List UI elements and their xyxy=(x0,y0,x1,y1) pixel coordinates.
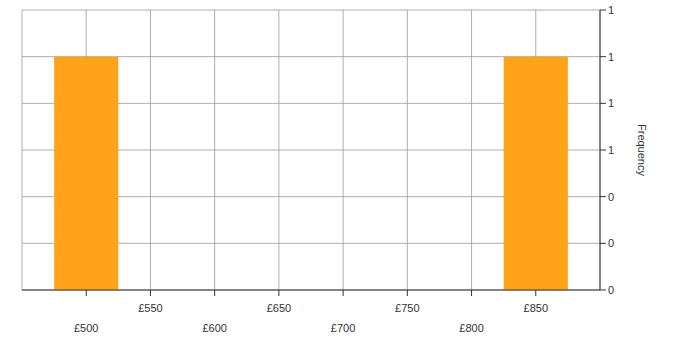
svg-text:0: 0 xyxy=(608,284,614,296)
svg-text:1: 1 xyxy=(608,97,614,109)
svg-text:£750: £750 xyxy=(395,302,419,314)
svg-text:1: 1 xyxy=(608,4,614,16)
svg-text:1: 1 xyxy=(608,144,614,156)
svg-text:£500: £500 xyxy=(74,322,98,334)
svg-text:0: 0 xyxy=(608,237,614,249)
svg-text:£550: £550 xyxy=(138,302,162,314)
svg-text:£650: £650 xyxy=(267,302,291,314)
svg-text:£700: £700 xyxy=(331,322,355,334)
svg-text:0: 0 xyxy=(608,191,614,203)
svg-text:£600: £600 xyxy=(202,322,226,334)
svg-text:£800: £800 xyxy=(459,322,483,334)
svg-text:£850: £850 xyxy=(524,302,548,314)
svg-text:1: 1 xyxy=(608,51,614,63)
svg-text:Frequency: Frequency xyxy=(636,124,648,176)
